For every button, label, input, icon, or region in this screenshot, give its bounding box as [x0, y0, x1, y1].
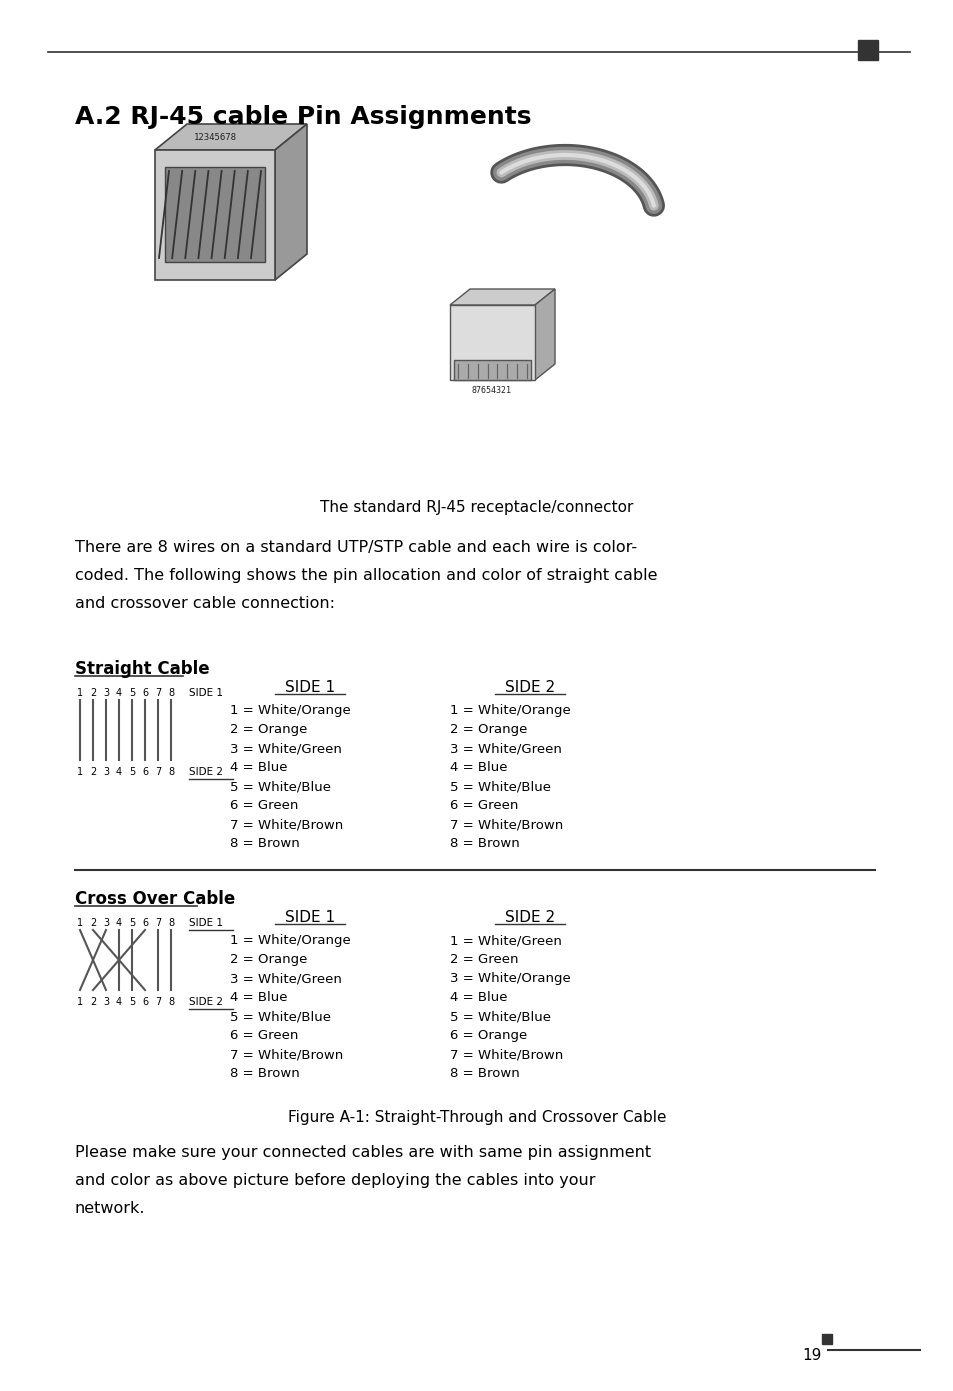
Text: 8 = Brown: 8 = Brown: [450, 1067, 519, 1079]
Text: 5: 5: [129, 997, 135, 1007]
Text: 8: 8: [168, 766, 173, 778]
Text: 6 = Green: 6 = Green: [230, 798, 298, 812]
Text: 3: 3: [103, 918, 109, 928]
Text: 2 = Orange: 2 = Orange: [450, 723, 527, 736]
Bar: [450, 305, 535, 380]
Text: SIDE 1: SIDE 1: [189, 918, 223, 928]
Text: The standard RJ-45 receptacle/connector: The standard RJ-45 receptacle/connector: [320, 499, 633, 515]
Text: 2 = Orange: 2 = Orange: [230, 953, 307, 965]
Text: 2: 2: [90, 766, 96, 778]
Bar: [165, 167, 265, 262]
Text: 3: 3: [103, 766, 109, 778]
Text: 7: 7: [154, 918, 161, 928]
Text: 8: 8: [168, 918, 173, 928]
Text: SIDE 1: SIDE 1: [285, 910, 335, 925]
Text: SIDE 2: SIDE 2: [504, 680, 555, 696]
Text: 1: 1: [77, 766, 83, 778]
Text: 7 = White/Brown: 7 = White/Brown: [230, 818, 343, 830]
Text: 5 = White/Blue: 5 = White/Blue: [450, 780, 551, 793]
Text: 8: 8: [168, 689, 173, 698]
Text: 5: 5: [129, 766, 135, 778]
Text: 6 = Green: 6 = Green: [230, 1029, 298, 1042]
Bar: [154, 150, 274, 280]
Text: 7: 7: [154, 997, 161, 1007]
Text: Figure A-1: Straight-Through and Crossover Cable: Figure A-1: Straight-Through and Crossov…: [288, 1110, 665, 1125]
Text: 1: 1: [77, 689, 83, 698]
Text: network.: network.: [75, 1200, 146, 1216]
Text: 87654321: 87654321: [472, 385, 512, 395]
Bar: [857, 40, 877, 60]
Text: 3 = White/Green: 3 = White/Green: [450, 741, 561, 755]
Text: coded. The following shows the pin allocation and color of straight cable: coded. The following shows the pin alloc…: [75, 568, 657, 583]
Text: SIDE 1: SIDE 1: [189, 689, 223, 698]
Text: 7: 7: [154, 689, 161, 698]
Bar: [454, 360, 531, 380]
Text: 4: 4: [116, 766, 122, 778]
Text: 3: 3: [103, 689, 109, 698]
Text: 4 = Blue: 4 = Blue: [230, 990, 287, 1004]
Text: 2: 2: [90, 918, 96, 928]
Text: 1 = White/Green: 1 = White/Green: [450, 933, 561, 947]
Text: 1: 1: [77, 918, 83, 928]
Text: 6 = Green: 6 = Green: [450, 798, 517, 812]
Text: 4 = Blue: 4 = Blue: [450, 990, 507, 1004]
Text: 5: 5: [129, 918, 135, 928]
Text: A.2 RJ-45 cable Pin Assignments: A.2 RJ-45 cable Pin Assignments: [75, 104, 531, 129]
Text: SIDE 2: SIDE 2: [504, 910, 555, 925]
Text: and crossover cable connection:: and crossover cable connection:: [75, 595, 335, 611]
Text: There are 8 wires on a standard UTP/STP cable and each wire is color-: There are 8 wires on a standard UTP/STP …: [75, 540, 637, 555]
Text: 2 = Green: 2 = Green: [450, 953, 518, 965]
Text: 8 = Brown: 8 = Brown: [450, 837, 519, 850]
Text: 6: 6: [142, 918, 148, 928]
Text: 1 = White/Orange: 1 = White/Orange: [450, 704, 570, 716]
Text: 8 = Brown: 8 = Brown: [230, 1067, 299, 1079]
Text: 3 = White/Green: 3 = White/Green: [230, 741, 341, 755]
Text: 6: 6: [142, 997, 148, 1007]
Text: 7 = White/Brown: 7 = White/Brown: [230, 1047, 343, 1061]
Text: 2 = Orange: 2 = Orange: [230, 723, 307, 736]
Text: 19: 19: [801, 1348, 821, 1363]
Text: 4: 4: [116, 997, 122, 1007]
Text: 2: 2: [90, 997, 96, 1007]
Text: 4 = Blue: 4 = Blue: [230, 761, 287, 773]
Text: 12345678: 12345678: [193, 134, 236, 142]
Text: 8: 8: [168, 997, 173, 1007]
Text: 5 = White/Blue: 5 = White/Blue: [450, 1010, 551, 1022]
Text: 1 = White/Orange: 1 = White/Orange: [230, 704, 351, 716]
Polygon shape: [450, 289, 555, 305]
Text: Cross Over Cable: Cross Over Cable: [75, 890, 235, 908]
Text: 3 = White/Green: 3 = White/Green: [230, 972, 341, 985]
Text: 6: 6: [142, 689, 148, 698]
Text: SIDE 2: SIDE 2: [189, 997, 223, 1007]
Text: 4: 4: [116, 918, 122, 928]
Text: 1: 1: [77, 997, 83, 1007]
Text: 6 = Orange: 6 = Orange: [450, 1029, 527, 1042]
Text: Please make sure your connected cables are with same pin assignment: Please make sure your connected cables a…: [75, 1145, 651, 1160]
Text: Straight Cable: Straight Cable: [75, 659, 210, 677]
Text: 2: 2: [90, 689, 96, 698]
Polygon shape: [274, 124, 307, 280]
Text: 8 = Brown: 8 = Brown: [230, 837, 299, 850]
Text: and color as above picture before deploying the cables into your: and color as above picture before deploy…: [75, 1173, 595, 1188]
Polygon shape: [535, 289, 555, 380]
Text: 7 = White/Brown: 7 = White/Brown: [450, 818, 562, 830]
Text: 5 = White/Blue: 5 = White/Blue: [230, 1010, 331, 1022]
Text: SIDE 1: SIDE 1: [285, 680, 335, 696]
Text: 5 = White/Blue: 5 = White/Blue: [230, 780, 331, 793]
Text: 1 = White/Orange: 1 = White/Orange: [230, 933, 351, 947]
Text: 3 = White/Orange: 3 = White/Orange: [450, 972, 570, 985]
Bar: [821, 1334, 831, 1344]
Text: SIDE 2: SIDE 2: [189, 766, 223, 778]
Polygon shape: [154, 124, 307, 150]
Text: 7 = White/Brown: 7 = White/Brown: [450, 1047, 562, 1061]
Text: 5: 5: [129, 689, 135, 698]
Text: 6: 6: [142, 766, 148, 778]
Text: 3: 3: [103, 997, 109, 1007]
Text: 4: 4: [116, 689, 122, 698]
Text: 7: 7: [154, 766, 161, 778]
Text: 4 = Blue: 4 = Blue: [450, 761, 507, 773]
